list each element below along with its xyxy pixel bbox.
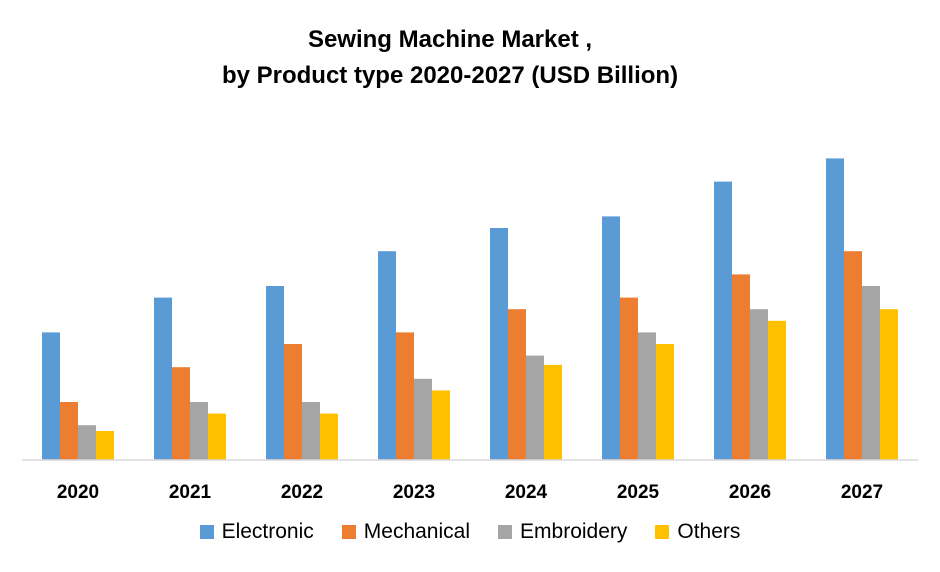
- legend-label: Others: [677, 520, 741, 543]
- bar-electronic-2024: [490, 228, 508, 460]
- bar-mechanical-2025: [620, 297, 638, 460]
- bar-others-2025: [656, 344, 674, 460]
- legend-item-embroidery: Embroidery: [498, 520, 627, 544]
- bar-others-2023: [432, 390, 450, 460]
- x-tick-label: 2020: [57, 482, 99, 503]
- bar-embroidery-2023: [414, 378, 432, 460]
- bar-chart: 2020 2021 2022 2023 2024 2025 2026 2027: [22, 158, 918, 503]
- x-tick-label: 2026: [729, 482, 771, 503]
- bar-electronic-2026: [714, 181, 732, 460]
- bar-others-2022: [320, 413, 338, 460]
- chart-title: Sewing Machine Market , by Product type …: [0, 22, 900, 94]
- legend-item-others: Others: [655, 520, 740, 544]
- chart-title-line2: by Product type 2020-2027 (USD Billion): [221, 62, 679, 89]
- x-tick-label: 2022: [281, 482, 323, 503]
- bar-others-2024: [544, 364, 562, 460]
- legend-swatch: [199, 525, 214, 539]
- bar-embroidery-2025: [638, 332, 656, 460]
- legend-item-electronic: Electronic: [199, 520, 314, 544]
- bar-mechanical-2020: [60, 402, 78, 460]
- legend-label: Embroidery: [520, 520, 628, 543]
- x-tick-label: 2025: [617, 482, 660, 503]
- bar-embroidery-2022: [302, 402, 320, 460]
- bar-others-2027: [880, 309, 898, 460]
- bar-electronic-2022: [266, 286, 284, 460]
- chart-title-line1: Sewing Machine Market ,: [307, 26, 593, 53]
- bar-embroidery-2020: [78, 425, 96, 460]
- legend-label: Electronic: [221, 520, 314, 543]
- bar-others-2021: [208, 413, 226, 460]
- legend-item-mechanical: Mechanical: [341, 520, 471, 544]
- x-tick-label: 2023: [393, 482, 435, 503]
- legend-label: Mechanical: [363, 520, 471, 543]
- x-tick-labels: 2020 2021 2022 2023 2024 2025 2026 2027: [57, 482, 883, 503]
- bar-electronic-2025: [602, 216, 620, 460]
- bar-embroidery-2024: [526, 355, 544, 460]
- x-tick-label: 2021: [169, 482, 212, 503]
- x-tick-label: 2027: [841, 482, 883, 503]
- legend-swatch: [498, 525, 513, 539]
- bar-mechanical-2021: [172, 367, 190, 460]
- bar-embroidery-2026: [750, 309, 768, 460]
- bar-others-2026: [768, 320, 786, 460]
- bar-electronic-2020: [42, 332, 60, 460]
- bar-electronic-2027: [826, 158, 844, 460]
- bar-electronic-2021: [154, 297, 172, 460]
- legend: Electronic Mechanical Embroidery Others: [0, 520, 940, 544]
- bar-embroidery-2027: [862, 286, 880, 460]
- bar-mechanical-2027: [844, 251, 862, 460]
- bar-mechanical-2022: [284, 344, 302, 460]
- legend-swatch: [655, 525, 670, 539]
- bar-embroidery-2021: [190, 402, 208, 460]
- bar-mechanical-2026: [732, 274, 750, 460]
- bar-mechanical-2023: [396, 332, 414, 460]
- bars-group: [42, 158, 898, 460]
- bar-mechanical-2024: [508, 309, 526, 460]
- bar-electronic-2023: [378, 251, 396, 460]
- x-tick-label: 2024: [505, 482, 548, 503]
- bar-others-2020: [96, 431, 114, 460]
- legend-swatch: [341, 525, 356, 539]
